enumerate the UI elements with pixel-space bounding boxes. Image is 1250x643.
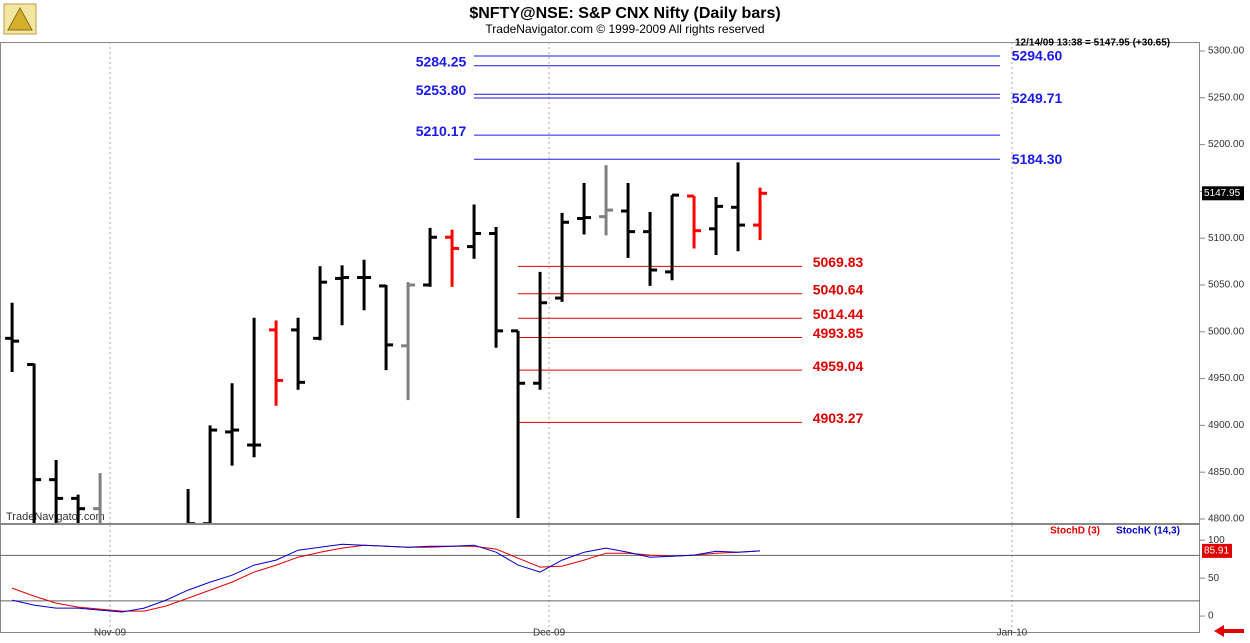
x-tick-label: Jan-10 [997, 628, 1028, 639]
logo [3, 3, 37, 35]
y-tick-label: 50 [1208, 573, 1220, 584]
level-label: 5210.17 [416, 123, 467, 139]
legend-entry: StochK (14,3) [1116, 526, 1180, 537]
last-value-box [1202, 543, 1232, 558]
y-tick-label: 4850.00 [1208, 467, 1245, 478]
stoch-line [11, 543, 761, 613]
y-tick-label: 0 [1208, 611, 1214, 622]
stoch-frame [0, 524, 1200, 633]
chart-subtitle: TradeNavigator.com © 1999-2009 All right… [485, 22, 764, 36]
main-frame [0, 42, 1200, 524]
legend-entry: StochD (3) [1050, 526, 1100, 537]
last-value-box [1202, 186, 1244, 201]
y-tick-label: 4900.00 [1208, 420, 1245, 431]
quote-info: 12/14/09 13:38 = 5147.95 (+30.65) [1015, 38, 1170, 49]
chart-title: $NFTY@NSE: S&P CNX Nifty (Daily bars) [469, 5, 780, 22]
last-value-label: 5147.95 [1204, 188, 1241, 199]
level-label: 5069.83 [813, 254, 864, 270]
y-tick-label: 5100.00 [1208, 233, 1245, 244]
level-label: 4959.04 [813, 358, 864, 374]
y-tick-label: 5300.00 [1208, 46, 1245, 57]
level-label: 4903.27 [813, 410, 864, 426]
y-tick-label: 4800.00 [1208, 514, 1245, 525]
level-label: 5249.71 [1012, 90, 1063, 106]
last-value-label: 85.91 [1204, 546, 1229, 557]
nav-arrow[interactable] [1214, 625, 1244, 637]
level-label: 5040.64 [813, 281, 864, 297]
y-tick-label: 5000.00 [1208, 326, 1245, 337]
level-label: 5284.25 [416, 53, 467, 69]
level-label: 5294.60 [1012, 48, 1063, 64]
y-tick-label: 5200.00 [1208, 139, 1245, 150]
level-label: 5184.30 [1012, 151, 1063, 167]
x-tick-label: Nov-09 [94, 628, 127, 639]
x-tick-label: Dec-09 [533, 628, 566, 639]
y-tick-label: 5050.00 [1208, 280, 1245, 291]
y-tick-label: 4950.00 [1208, 373, 1245, 384]
y-tick-label: 100 [1208, 535, 1225, 546]
level-label: 4993.85 [813, 325, 864, 341]
y-tick-label: 5250.00 [1208, 92, 1245, 103]
level-label: 5014.44 [813, 306, 864, 322]
level-label: 5253.80 [416, 82, 467, 98]
